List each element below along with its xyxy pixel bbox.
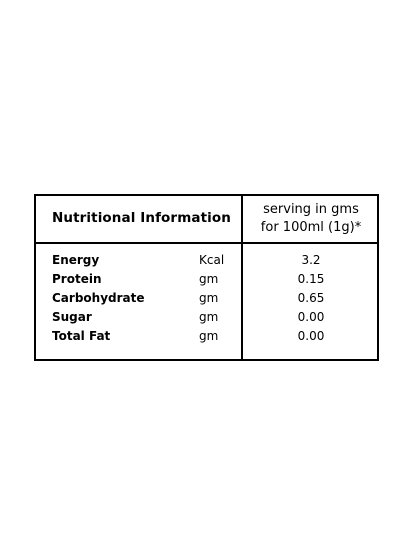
nutrient-value: 3.2 (301, 253, 321, 267)
nutrient-value: 0.00 (297, 310, 325, 324)
nutrient-name: Total Fat (52, 329, 111, 343)
column-divider (241, 196, 243, 359)
nutrient-name: Carbohydrate (52, 291, 145, 305)
serving-line-2: for 100ml (1g)* (260, 220, 362, 235)
nutrient-unit: gm (199, 272, 219, 286)
nutrient-unit: gm (199, 291, 219, 305)
nutrient-name: Energy (52, 253, 100, 267)
nutrient-name: Sugar (52, 310, 92, 324)
nutrient-unit: gm (199, 329, 219, 343)
table-title: Nutritional Information (52, 210, 231, 226)
nutrient-value: 0.65 (297, 291, 325, 305)
nutrient-name: Protein (52, 272, 102, 286)
nutrient-rows: Energy Kcal 3.2 Protein gm 0.15 Carbohyd… (36, 253, 377, 348)
table-header: Nutritional Information serving in gms f… (36, 196, 377, 244)
nutrition-table: Nutritional Information serving in gms f… (34, 194, 379, 361)
nutrient-unit: Kcal (199, 253, 225, 267)
nutrient-value: 0.15 (297, 272, 325, 286)
serving-header: serving in gms for 100ml (1g)* (243, 201, 379, 237)
table-row: Total Fat gm 0.00 (36, 329, 377, 348)
table-row: Energy Kcal 3.2 (36, 253, 377, 272)
nutrient-value: 0.00 (297, 329, 325, 343)
serving-line-1: serving in gms (263, 202, 359, 217)
table-row: Carbohydrate gm 0.65 (36, 291, 377, 310)
table-row: Sugar gm 0.00 (36, 310, 377, 329)
nutrient-unit: gm (199, 310, 219, 324)
table-row: Protein gm 0.15 (36, 272, 377, 291)
